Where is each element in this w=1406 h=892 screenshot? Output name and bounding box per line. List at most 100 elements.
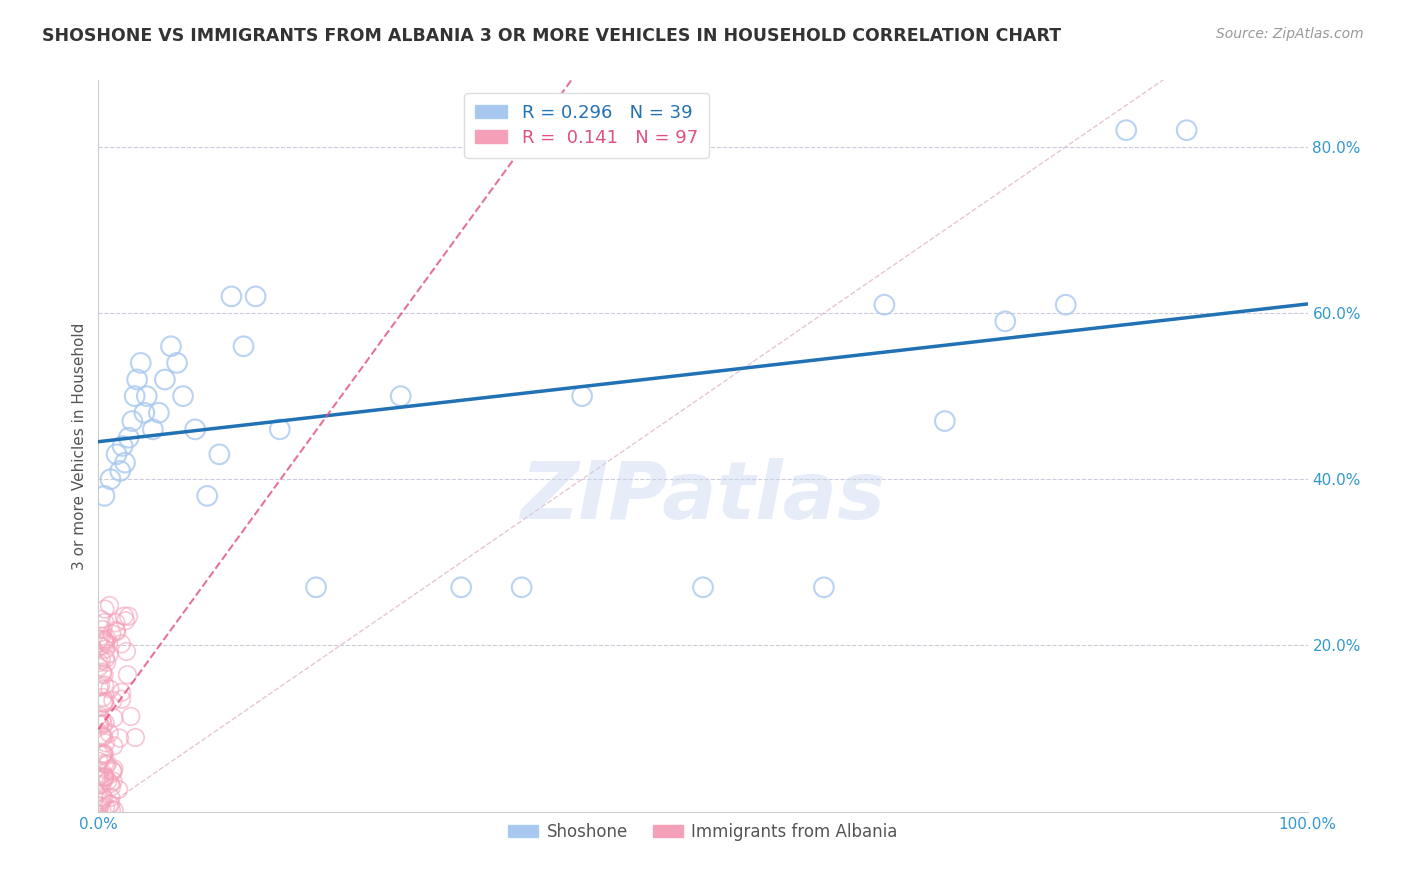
Point [90, 777, 112, 791]
Point [93, 747, 115, 761]
Point [120, 709, 142, 723]
Point [94, 615, 117, 630]
Point [166, 356, 188, 370]
Point [117, 609, 139, 624]
Point [134, 406, 156, 420]
Point [93, 489, 115, 503]
Point [96, 756, 118, 771]
Point [87, 778, 110, 792]
Point [101, 693, 124, 707]
Point [124, 731, 146, 745]
Point [93, 696, 115, 710]
Point [101, 764, 124, 778]
Point [100, 790, 122, 805]
Point [90, 629, 112, 643]
Point [94, 800, 117, 814]
Point [269, 422, 291, 436]
Point [91, 789, 114, 804]
Point [110, 637, 132, 651]
Point [105, 624, 128, 639]
Point [221, 289, 243, 303]
Point [98, 599, 121, 613]
Point [93, 678, 115, 692]
Point [105, 447, 128, 461]
Point [142, 422, 165, 436]
Point [97, 637, 120, 651]
Point [117, 667, 139, 681]
Point [389, 389, 412, 403]
Point [93, 772, 115, 786]
Point [184, 422, 207, 436]
Point [90, 653, 112, 667]
Point [93, 632, 115, 647]
Point [103, 739, 125, 753]
Point [127, 372, 149, 386]
Point [813, 580, 835, 594]
Point [93, 746, 115, 760]
Point [1115, 123, 1137, 137]
Point [93, 770, 115, 784]
Point [89, 799, 111, 814]
Point [90, 639, 112, 653]
Point [89, 656, 111, 670]
Point [208, 447, 231, 461]
Point [91, 713, 114, 727]
Point [118, 431, 141, 445]
Point [172, 389, 194, 403]
Point [934, 414, 956, 428]
Point [93, 791, 115, 805]
Point [111, 439, 134, 453]
Point [93, 668, 115, 682]
Point [510, 580, 533, 594]
Point [96, 655, 118, 669]
Point [100, 797, 122, 812]
Point [89, 680, 111, 694]
Point [101, 626, 124, 640]
Point [148, 406, 170, 420]
Point [98, 647, 121, 661]
Point [90, 730, 112, 744]
Point [114, 456, 136, 470]
Point [87, 708, 110, 723]
Point [103, 762, 125, 776]
Point [305, 580, 328, 594]
Point [101, 764, 124, 779]
Y-axis label: 3 or more Vehicles in Household: 3 or more Vehicles in Household [72, 322, 87, 570]
Point [873, 298, 896, 312]
Point [93, 767, 115, 781]
Point [100, 472, 122, 486]
Point [111, 685, 134, 699]
Point [94, 634, 117, 648]
Point [100, 803, 122, 817]
Point [105, 624, 128, 638]
Point [115, 644, 138, 658]
Point [94, 758, 117, 772]
Point [91, 803, 114, 817]
Point [100, 777, 122, 791]
Point [91, 665, 114, 679]
Point [135, 389, 157, 403]
Point [94, 602, 117, 616]
Point [94, 715, 117, 730]
Point [90, 678, 112, 692]
Point [87, 755, 110, 769]
Point [89, 716, 111, 731]
Point [124, 389, 146, 403]
Point [1175, 123, 1198, 137]
Point [91, 747, 114, 762]
Point [94, 736, 117, 750]
Legend: Shoshone, Immigrants from Albania: Shoshone, Immigrants from Albania [502, 816, 904, 847]
Point [100, 780, 122, 794]
Point [245, 289, 267, 303]
Point [90, 728, 112, 742]
Point [108, 731, 131, 745]
Point [121, 414, 143, 428]
Point [91, 690, 114, 705]
Point [112, 609, 135, 624]
Point [90, 793, 112, 807]
Point [571, 389, 593, 403]
Text: ZIPatlas: ZIPatlas [520, 458, 886, 536]
Point [93, 770, 115, 784]
Point [94, 636, 117, 650]
Point [103, 711, 125, 725]
